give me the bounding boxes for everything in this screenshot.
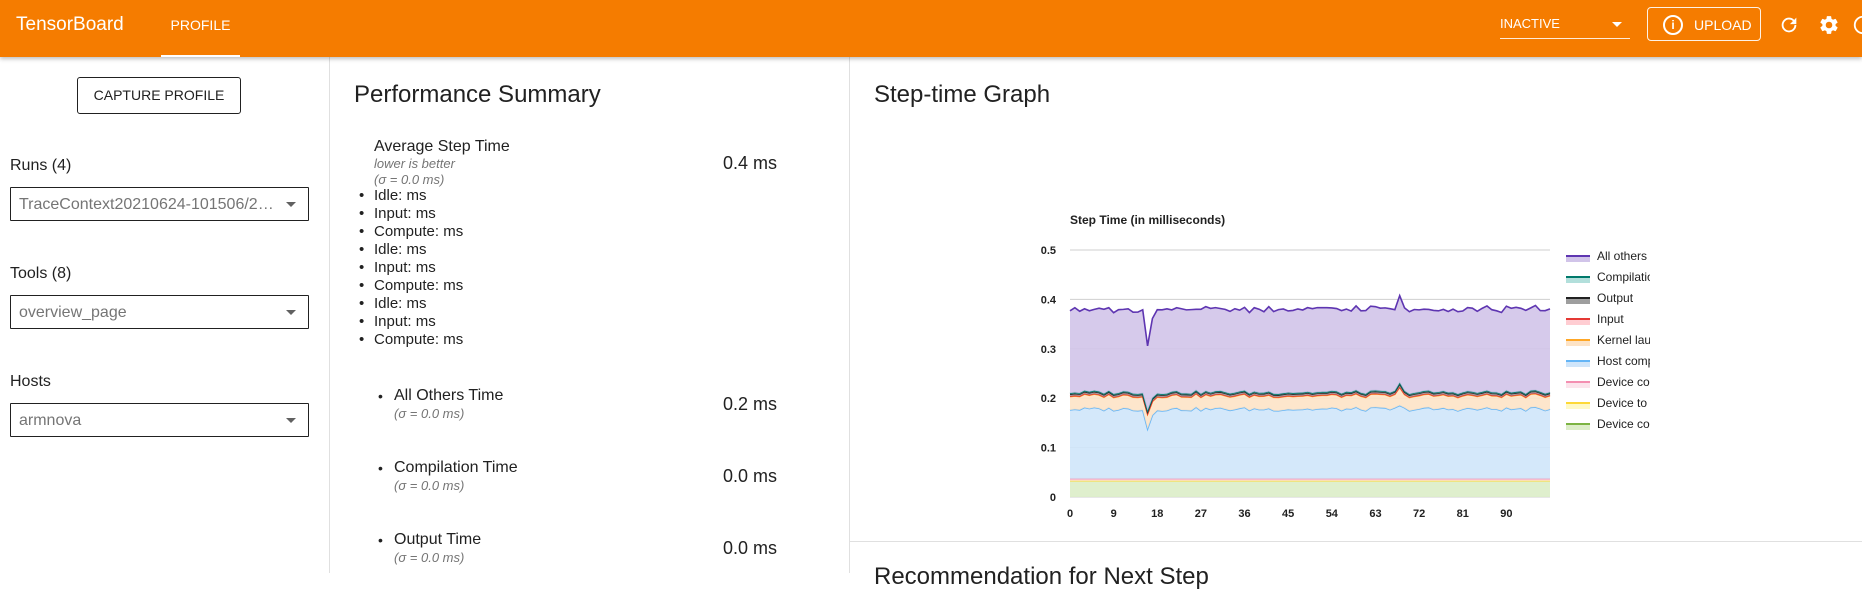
chevron-down-icon	[286, 310, 296, 315]
area-all-others	[1070, 295, 1550, 411]
legend-label: Device to device	[1597, 396, 1650, 410]
recommendations-title: Recommendation for Next Step	[874, 563, 1209, 590]
step-time-graph-title: Step-time Graph	[874, 81, 1051, 108]
upload-button-label: UPLOAD	[1694, 17, 1752, 33]
breakdown-item: Idle: ms	[359, 295, 463, 313]
chevron-down-icon	[286, 418, 296, 423]
output-time-sigma: (σ = 0.0 ms)	[394, 550, 465, 565]
legend-label: Input	[1597, 312, 1624, 326]
runs-select-value: TraceContext20210624-101506/2021_06_24_1…	[19, 196, 279, 213]
legend-swatch	[1566, 298, 1590, 304]
breakdown-item: Input: ms	[359, 259, 463, 277]
x-tick-label: 72	[1413, 508, 1425, 520]
x-tick-label: 63	[1369, 508, 1381, 520]
hosts-select-value: armnova	[19, 412, 82, 429]
line-all-others	[1069, 293, 1551, 346]
help-icon[interactable]	[1852, 14, 1862, 36]
step-time-chart: Step Time (in milliseconds) 0 0.1 0.2 0.3 0.4…	[1041, 213, 1650, 520]
area-device-compute	[1070, 480, 1550, 497]
y-tick-label: 0.3	[1041, 344, 1056, 356]
y-tick-label: 0.1	[1041, 443, 1056, 455]
runs-label: Runs (4)	[10, 157, 72, 174]
x-tick-label: 0	[1067, 508, 1073, 520]
breakdown-item: Compute: ms	[359, 331, 463, 349]
legend-swatch	[1566, 277, 1590, 283]
y-tick-label: 0.5	[1041, 245, 1056, 257]
average-step-time-value: 0.4 ms	[723, 153, 778, 173]
x-tick-label: 45	[1282, 508, 1294, 520]
legend-swatch	[1566, 256, 1590, 262]
refresh-icon[interactable]	[1778, 14, 1800, 36]
x-tick-label: 27	[1195, 508, 1207, 520]
tab-profile-label: PROFILE	[170, 17, 231, 33]
legend-swatch	[1566, 424, 1590, 430]
compilation-time-label: Compilation Time	[378, 459, 518, 477]
y-tick-label: 0.2	[1041, 393, 1056, 405]
legend-label: All others	[1597, 249, 1647, 263]
performance-summary-title: Performance Summary	[354, 81, 601, 108]
app-title: TensorBoard	[16, 14, 124, 35]
info-icon: i	[1663, 15, 1683, 35]
step-time-graph-panel: Step-time Graph Step Time (in millisecon…	[850, 57, 1862, 541]
capture-profile-button[interactable]: CAPTURE PROFILE	[77, 77, 241, 114]
breakdown-item: Compute: ms	[359, 277, 463, 295]
y-tick-label: 0.4	[1041, 294, 1057, 306]
step-time-breakdown-list: Idle: ms Input: ms Compute: ms Idle: ms …	[359, 187, 463, 349]
active-tab-indicator	[161, 55, 240, 57]
upload-button[interactable]: i UPLOAD	[1647, 7, 1761, 41]
tools-select-value: overview_page	[19, 304, 127, 321]
status-select[interactable]: INACTIVE	[1500, 12, 1630, 39]
chevron-down-icon	[1612, 22, 1622, 27]
legend-label: Output	[1597, 291, 1634, 305]
average-step-time-sigma: (σ = 0.0 ms)	[374, 172, 445, 187]
legend-swatch	[1566, 340, 1590, 346]
x-tick-label: 90	[1500, 508, 1512, 520]
hosts-label: Hosts	[10, 373, 51, 390]
gear-icon[interactable]	[1818, 14, 1840, 36]
breakdown-item: Idle: ms	[359, 241, 463, 259]
chevron-down-icon	[286, 202, 296, 207]
tools-select[interactable]: overview_page	[10, 295, 309, 329]
chart-title: Step Time (in milliseconds)	[1070, 213, 1225, 227]
compilation-time-value: 0.0 ms	[723, 466, 778, 486]
legend-label: Compilation	[1597, 270, 1650, 284]
performance-summary-panel: Performance Summary Average Step Time lo…	[330, 57, 850, 573]
y-tick-label: 0	[1050, 492, 1056, 504]
all-others-time-value: 0.2 ms	[723, 394, 778, 414]
compilation-time-sigma: (σ = 0.0 ms)	[394, 478, 465, 493]
area-host-compute	[1070, 405, 1550, 479]
breakdown-item: Input: ms	[359, 205, 463, 223]
output-time-value: 0.0 ms	[723, 538, 778, 558]
legend-label: Device compute	[1597, 417, 1650, 431]
hosts-select[interactable]: armnova	[10, 403, 309, 437]
average-step-time-label: Average Step Time	[374, 138, 510, 155]
output-time-label: Output Time	[378, 531, 481, 549]
tools-label: Tools (8)	[10, 265, 72, 282]
x-tick-label: 54	[1326, 508, 1339, 520]
legend-swatch	[1566, 361, 1590, 367]
average-step-time-note: lower is better	[374, 156, 455, 171]
runs-select[interactable]: TraceContext20210624-101506/2021_06_24_1…	[10, 187, 309, 221]
tab-profile[interactable]: PROFILE	[161, 0, 240, 57]
sidebar: CAPTURE PROFILE Runs (4) TraceContext202…	[0, 57, 330, 573]
all-others-time-sigma: (σ = 0.0 ms)	[394, 406, 465, 421]
legend-swatch	[1566, 319, 1590, 325]
x-tick-label: 36	[1238, 508, 1250, 520]
x-tick-label: 81	[1457, 508, 1469, 520]
legend-label: Device collectives	[1597, 375, 1650, 389]
legend-swatch	[1566, 403, 1590, 409]
legend-label: Host compute	[1597, 354, 1650, 368]
app-toolbar: TensorBoard PROFILE INACTIVE i UPLOAD	[0, 0, 1862, 57]
x-tick-label: 18	[1151, 508, 1163, 520]
section-divider	[850, 541, 1862, 542]
x-tick-label: 9	[1111, 508, 1117, 520]
breakdown-item: Input: ms	[359, 313, 463, 331]
legend-label: Kernel launch	[1597, 333, 1650, 347]
breakdown-item: Idle: ms	[359, 187, 463, 205]
legend-swatch	[1566, 382, 1590, 388]
status-select-value: INACTIVE	[1500, 16, 1560, 31]
breakdown-item: Compute: ms	[359, 223, 463, 241]
all-others-time-label: All Others Time	[378, 387, 503, 405]
